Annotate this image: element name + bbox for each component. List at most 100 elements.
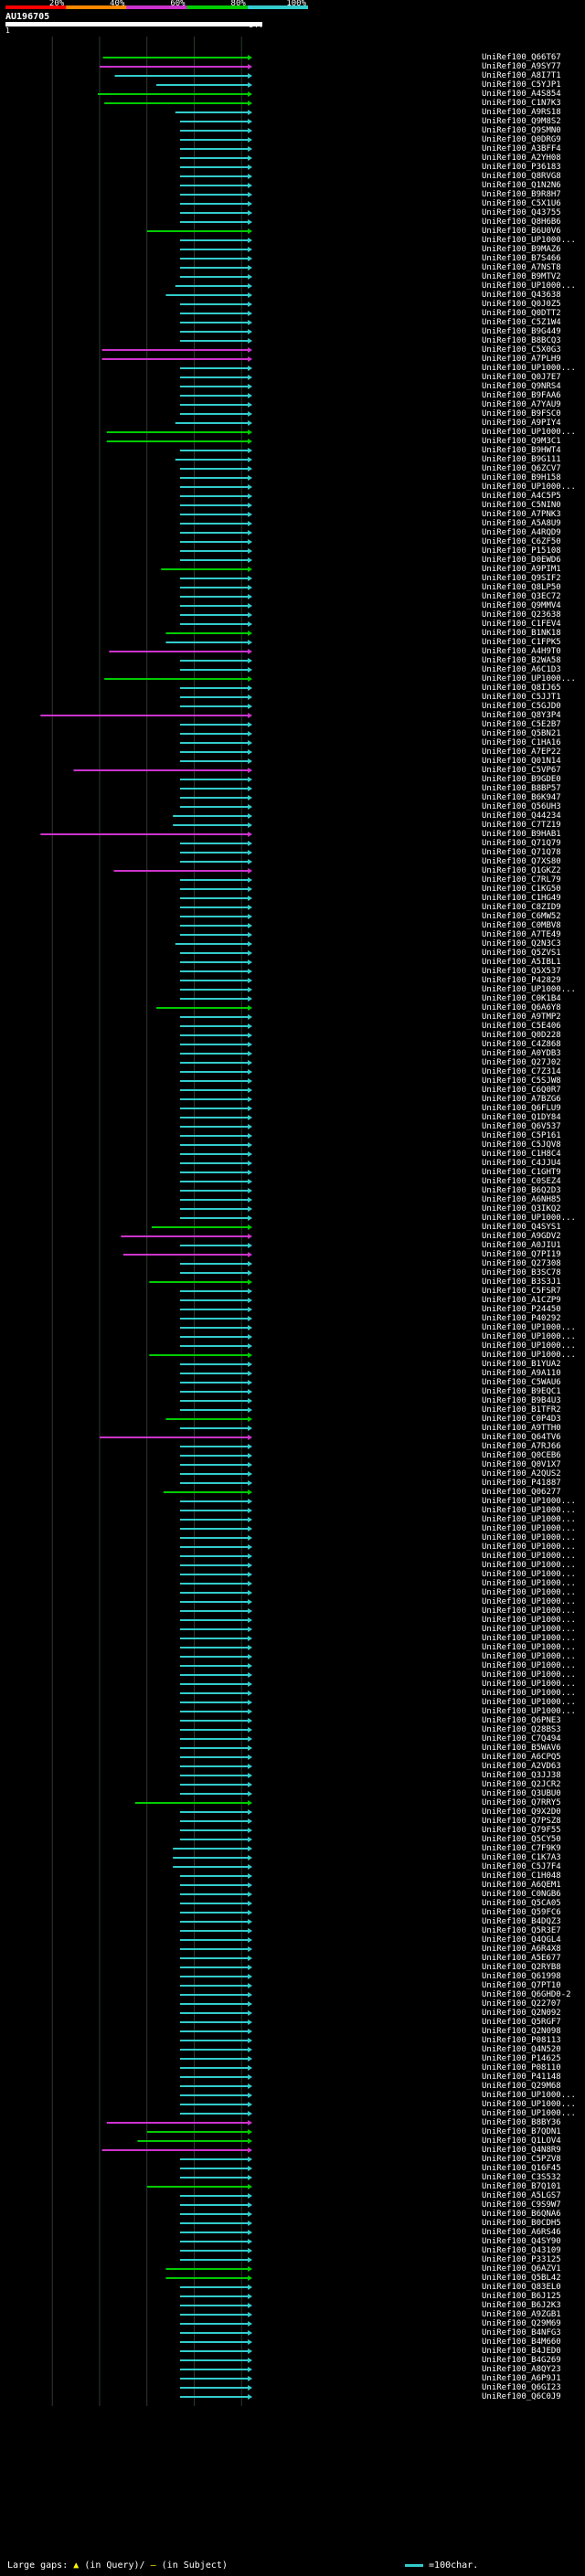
- hit-label[interactable]: UniRef100_Q43755: [482, 208, 561, 217]
- hit-label[interactable]: UniRef100_Q9MMV4: [482, 601, 561, 610]
- hit-label[interactable]: UniRef100_Q8IJ65: [482, 684, 561, 693]
- hit-label[interactable]: UniRef100_B6K947: [482, 793, 561, 802]
- hit-label[interactable]: UniRef100_UP1000...: [482, 1616, 576, 1625]
- hit-label[interactable]: UniRef100_B9MAZ6: [482, 245, 561, 254]
- hit-label[interactable]: UniRef100_UP1000...: [482, 1497, 576, 1506]
- hit-label[interactable]: UniRef100_Q5R3E7: [482, 1926, 561, 1935]
- hit-label[interactable]: UniRef100_B6J125: [482, 2292, 561, 2301]
- hit-label[interactable]: UniRef100_Q8LP50: [482, 583, 561, 592]
- hit-label[interactable]: UniRef100_C9S9W7: [482, 2200, 561, 2210]
- hit-label[interactable]: UniRef100_C5P161: [482, 1131, 561, 1140]
- hit-label[interactable]: UniRef100_UP1000...: [482, 1579, 576, 1588]
- hit-label[interactable]: UniRef100_UP1000...: [482, 1552, 576, 1561]
- hit-label[interactable]: UniRef100_B8BCQ3: [482, 336, 561, 345]
- hit-label[interactable]: UniRef100_A9ZGB1: [482, 2310, 561, 2319]
- hit-label[interactable]: UniRef100_Q7PT10: [482, 1981, 561, 1990]
- hit-label[interactable]: UniRef100_UP1000...: [482, 1542, 576, 1552]
- hit-label[interactable]: UniRef100_A7YAU9: [482, 400, 561, 409]
- hit-label[interactable]: UniRef100_Q64TV6: [482, 1433, 561, 1442]
- hit-label[interactable]: UniRef100_P14625: [482, 2054, 561, 2063]
- hit-label[interactable]: UniRef100_Q5CA05: [482, 1899, 561, 1908]
- hit-label[interactable]: UniRef100_A9A110: [482, 1369, 561, 1378]
- hit-label[interactable]: UniRef100_Q8RVG8: [482, 172, 561, 181]
- hit-label[interactable]: UniRef100_Q0J0Z5: [482, 300, 561, 309]
- hit-label[interactable]: UniRef100_Q4N520: [482, 2045, 561, 2054]
- hit-label[interactable]: UniRef100_B9FSC0: [482, 409, 561, 419]
- hit-label[interactable]: UniRef100_B5WAV6: [482, 1744, 561, 1753]
- hit-label[interactable]: UniRef100_A5A8U9: [482, 519, 561, 528]
- hit-label[interactable]: UniRef100_Q0CEB6: [482, 1451, 561, 1460]
- hit-label[interactable]: UniRef100_B9FAA6: [482, 391, 561, 400]
- hit-label[interactable]: UniRef100_Q44234: [482, 811, 561, 821]
- hit-label[interactable]: UniRef100_UP1000...: [482, 1332, 576, 1341]
- hit-label[interactable]: UniRef100_Q2N3C3: [482, 939, 561, 949]
- hit-label[interactable]: UniRef100_A7NST8: [482, 263, 561, 272]
- hit-label[interactable]: UniRef100_A6P9J1: [482, 2374, 561, 2383]
- hit-label[interactable]: UniRef100_UP1000...: [482, 1652, 576, 1661]
- hit-label[interactable]: UniRef100_B9B4U3: [482, 1396, 561, 1405]
- hit-label[interactable]: UniRef100_A8I7T1: [482, 71, 561, 80]
- hit-label[interactable]: UniRef100_B9R8H7: [482, 190, 561, 199]
- hit-label[interactable]: UniRef100_C4Z868: [482, 1040, 561, 1049]
- hit-label[interactable]: UniRef100_C1GHT9: [482, 1168, 561, 1177]
- hit-label[interactable]: UniRef100_C5SJW8: [482, 1076, 561, 1086]
- hit-label[interactable]: UniRef100_Q1GKZ2: [482, 866, 561, 875]
- hit-label[interactable]: UniRef100_A0YDB3: [482, 1049, 561, 1058]
- hit-label[interactable]: UniRef100_UP1000...: [482, 1597, 576, 1606]
- hit-label[interactable]: UniRef100_A6CPQ5: [482, 1753, 561, 1762]
- hit-label[interactable]: UniRef100_Q6C0J9: [482, 2392, 561, 2401]
- hit-label[interactable]: UniRef100_C0MBV8: [482, 921, 561, 930]
- hit-label[interactable]: UniRef100_UP1000...: [482, 1524, 576, 1533]
- hit-label[interactable]: UniRef100_B1YUA2: [482, 1360, 561, 1369]
- hit-label[interactable]: UniRef100_Q16F45: [482, 2164, 561, 2173]
- hit-label[interactable]: UniRef100_UP1000...: [482, 236, 576, 245]
- hit-label[interactable]: UniRef100_Q71Q79: [482, 839, 561, 848]
- hit-label[interactable]: UniRef100_Q4SYS1: [482, 1223, 561, 1232]
- hit-label[interactable]: UniRef100_Q2N098: [482, 2027, 561, 2036]
- hit-label[interactable]: UniRef100_B6QNA6: [482, 2210, 561, 2219]
- hit-label[interactable]: UniRef100_Q9NRS4: [482, 382, 561, 391]
- hit-label[interactable]: UniRef100_UP1000...: [482, 674, 576, 684]
- hit-label[interactable]: UniRef100_Q29M69: [482, 2319, 561, 2328]
- hit-label[interactable]: UniRef100_B9G449: [482, 327, 561, 336]
- hit-label[interactable]: UniRef100_C7Z314: [482, 1067, 561, 1076]
- hit-label[interactable]: UniRef100_A4C5P5: [482, 492, 561, 501]
- hit-label[interactable]: UniRef100_B9HAB1: [482, 830, 561, 839]
- hit-label[interactable]: UniRef100_C1FEV4: [482, 620, 561, 629]
- hit-label[interactable]: UniRef100_C8ZID9: [482, 903, 561, 912]
- hit-label[interactable]: UniRef100_Q9SMN0: [482, 126, 561, 135]
- hit-label[interactable]: UniRef100_A5IBL1: [482, 958, 561, 967]
- hit-label[interactable]: UniRef100_C0SEZ4: [482, 1177, 561, 1186]
- hit-label[interactable]: UniRef100_UP1000...: [482, 1680, 576, 1689]
- hit-label[interactable]: UniRef100_P24450: [482, 1305, 561, 1314]
- hit-label[interactable]: UniRef100_UP1000...: [482, 482, 576, 492]
- hit-label[interactable]: UniRef100_Q9M3C1: [482, 437, 561, 446]
- hit-label[interactable]: UniRef100_A4S854: [482, 90, 561, 99]
- hit-label[interactable]: UniRef100_Q28BS3: [482, 1725, 561, 1734]
- hit-label[interactable]: UniRef100_Q9X2D0: [482, 1807, 561, 1817]
- hit-label[interactable]: UniRef100_Q6FLU9: [482, 1104, 561, 1113]
- hit-label[interactable]: UniRef100_Q22707: [482, 1999, 561, 2009]
- hit-label[interactable]: UniRef100_UP1000...: [482, 1634, 576, 1643]
- hit-label[interactable]: UniRef100_C1HA16: [482, 738, 561, 747]
- hit-label[interactable]: UniRef100_Q3IKQ2: [482, 1204, 561, 1214]
- hit-label[interactable]: UniRef100_UP1000...: [482, 1625, 576, 1634]
- hit-label[interactable]: UniRef100_A5E677: [482, 1954, 561, 1963]
- hit-label[interactable]: UniRef100_Q66T67: [482, 53, 561, 62]
- hit-label[interactable]: UniRef100_Q71Q78: [482, 848, 561, 857]
- hit-label[interactable]: UniRef100_Q43109: [482, 2246, 561, 2255]
- hit-label[interactable]: UniRef100_A9TMP2: [482, 1012, 561, 1022]
- hit-label[interactable]: UniRef100_B7QDN1: [482, 2127, 561, 2136]
- hit-label[interactable]: UniRef100_C5JJT1: [482, 693, 561, 702]
- hit-label[interactable]: UniRef100_P42829: [482, 976, 561, 985]
- hit-label[interactable]: UniRef100_Q0DRG9: [482, 135, 561, 144]
- hit-label[interactable]: UniRef100_UP1000...: [482, 428, 576, 437]
- hit-label[interactable]: UniRef100_A2VD63: [482, 1762, 561, 1771]
- hit-label[interactable]: UniRef100_Q4QGL4: [482, 1935, 561, 1945]
- hit-label[interactable]: UniRef100_UP1000...: [482, 1341, 576, 1351]
- hit-label[interactable]: UniRef100_Q0DTT2: [482, 309, 561, 318]
- hit-label[interactable]: UniRef100_A9GDV2: [482, 1232, 561, 1241]
- hit-label[interactable]: UniRef100_Q79F55: [482, 1826, 561, 1835]
- hit-label[interactable]: UniRef100_Q5CY50: [482, 1835, 561, 1844]
- hit-label[interactable]: UniRef100_Q56UH3: [482, 802, 561, 811]
